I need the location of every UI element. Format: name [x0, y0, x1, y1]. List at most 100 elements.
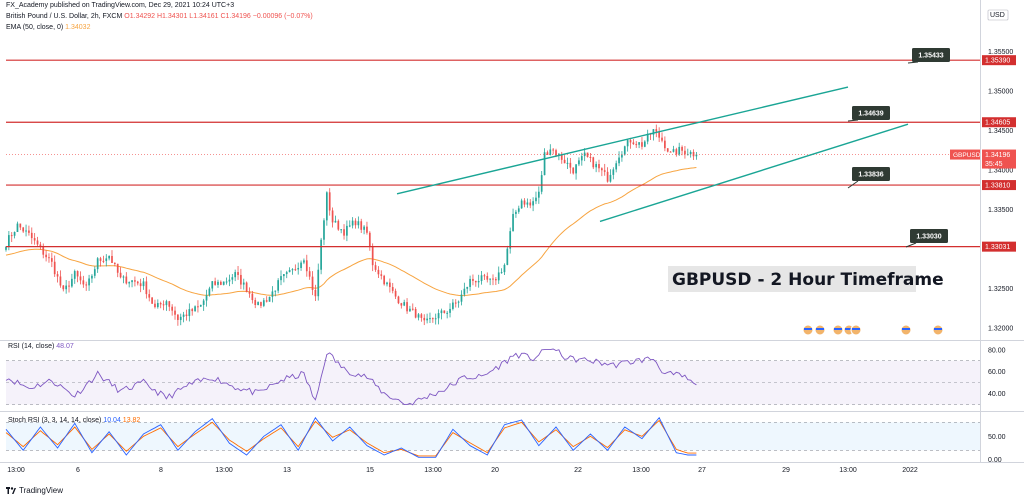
- candle-body: [666, 148, 669, 152]
- stoch-k-line: [5, 416, 697, 458]
- price-tick-label: 1.33500: [988, 207, 1013, 214]
- candle-body: [454, 302, 457, 304]
- candle-body: [105, 258, 108, 261]
- symbol-tag-text: GBPUSD: [953, 152, 981, 159]
- candle-body: [30, 232, 33, 239]
- candle-body: [59, 276, 62, 286]
- candle-body: [517, 208, 520, 212]
- candle-body: [489, 278, 491, 280]
- candle-body: [148, 294, 151, 298]
- candle-body: [497, 272, 500, 281]
- level-price-tag[interactable]: [982, 117, 1016, 128]
- channel-lower-line[interactable]: [599, 123, 909, 223]
- candle-body: [65, 285, 68, 290]
- candle-body: [483, 275, 486, 277]
- callout-box[interactable]: [852, 106, 890, 120]
- candle-body: [595, 164, 597, 168]
- callout-label: 1.35433: [918, 53, 943, 60]
- price-tick-label: 1.34500: [988, 128, 1013, 135]
- candle-body: [22, 227, 25, 232]
- rsi-legend[interactable]: RSI (14, close) 48.07: [8, 343, 74, 350]
- candle-body: [460, 294, 463, 302]
- candle-body: [33, 238, 36, 241]
- candle-body: [85, 284, 88, 286]
- rsi-line: [5, 348, 697, 406]
- callout-label: 1.34639: [858, 111, 883, 118]
- candle-body: [174, 310, 176, 315]
- candle-body: [45, 254, 47, 258]
- candle-body: [99, 258, 102, 261]
- candle-body: [25, 230, 27, 232]
- stoch-tick-label: 50.00: [988, 434, 1006, 441]
- price-tick-label: 1.35500: [988, 49, 1013, 56]
- current-price-tag[interactable]: [982, 149, 1016, 169]
- candle-body: [411, 308, 414, 310]
- callout-box[interactable]: [910, 229, 948, 243]
- callout-box[interactable]: [912, 48, 950, 62]
- candle-body: [535, 197, 537, 202]
- candle-body: [222, 281, 225, 285]
- candle-body: [145, 281, 148, 295]
- candle-body: [73, 271, 76, 279]
- candle-body: [623, 146, 626, 155]
- candle-body: [328, 192, 331, 211]
- candle-body: [179, 316, 182, 320]
- time-tick-label: 29: [782, 467, 790, 474]
- timeframe-banner: [668, 266, 916, 292]
- level-price-tag[interactable]: [982, 55, 1016, 66]
- candle-body: [678, 146, 681, 155]
- candle-body: [575, 164, 577, 174]
- candle-body: [217, 281, 219, 285]
- countdown-text: 35:45: [985, 161, 1003, 168]
- candle-body: [248, 291, 251, 294]
- candle-body: [495, 278, 497, 281]
- candle-body: [314, 289, 317, 297]
- candle-body: [589, 156, 592, 158]
- candle-body: [414, 308, 417, 318]
- candle-body: [632, 142, 635, 145]
- candle-body: [600, 168, 603, 171]
- level-price-text: 1.34605: [985, 120, 1010, 127]
- candle-body: [426, 318, 428, 321]
- candle-body: [71, 278, 73, 287]
- candle-body: [331, 210, 334, 223]
- candle-body: [197, 306, 199, 308]
- level-price-tag[interactable]: [982, 180, 1016, 191]
- stoch-band-fill: [6, 422, 980, 451]
- candle-body: [569, 162, 572, 168]
- candle-body: [317, 269, 320, 297]
- candle-body: [486, 276, 489, 280]
- timeframe-banner-text: GBPUSD - 2 Hour Timeframe: [672, 270, 944, 290]
- candle-body: [311, 276, 314, 290]
- candle-body: [615, 163, 618, 170]
- tradingview-logo-icon: [6, 487, 16, 494]
- candle-body: [669, 151, 672, 153]
- time-tick-label: 13:00: [632, 467, 650, 474]
- currency-box[interactable]: [987, 9, 1009, 21]
- channel-upper-line[interactable]: [396, 86, 849, 195]
- symbol-name[interactable]: British Pound / U.S. Dollar, 2h, FXCM: [6, 13, 123, 20]
- candle-body: [681, 146, 683, 151]
- candle-body: [515, 211, 517, 214]
- candle-body: [171, 306, 174, 311]
- tradingview-brand[interactable]: TradingView: [6, 486, 63, 495]
- candle-body: [219, 281, 222, 285]
- callout-box[interactable]: [852, 167, 890, 181]
- stoch-d-line: [5, 419, 697, 457]
- candle-body: [262, 300, 265, 306]
- level-price-tag[interactable]: [982, 241, 1016, 252]
- candle-body: [76, 271, 79, 277]
- candle-body: [603, 170, 606, 172]
- brand-name: TradingView: [19, 486, 64, 495]
- candle-body: [578, 160, 580, 165]
- candle-body: [111, 255, 113, 263]
- ema-legend[interactable]: EMA (50, close, 0) 1.34032: [6, 24, 90, 31]
- candle-body: [294, 269, 297, 271]
- candle-body: [268, 296, 271, 302]
- candle-body: [655, 129, 658, 132]
- callout-pointer: [907, 61, 919, 64]
- ohlc-open: O1.34292: [124, 13, 156, 20]
- candle-body: [122, 276, 125, 278]
- stoch-legend[interactable]: Stoch RSI (3, 3, 14, 14, close) 10.04 13…: [8, 417, 140, 424]
